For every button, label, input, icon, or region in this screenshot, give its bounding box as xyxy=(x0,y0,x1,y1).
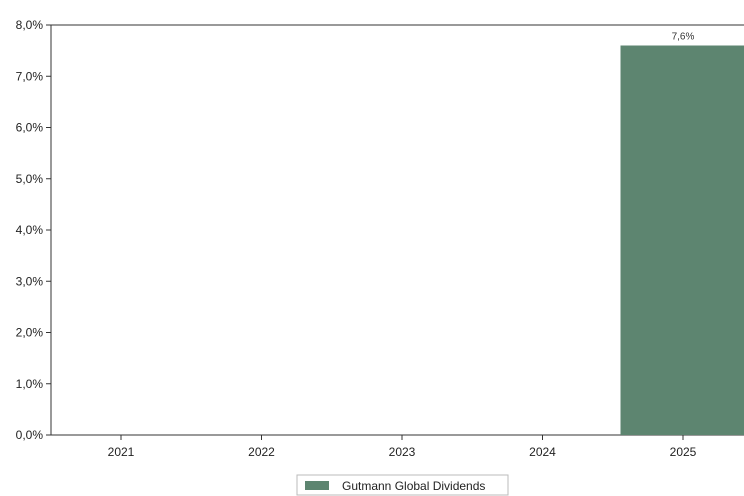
x-tick-label: 2023 xyxy=(389,445,416,459)
y-tick-label: 5,0% xyxy=(16,172,44,186)
legend: Gutmann Global Dividends xyxy=(296,474,509,496)
y-tick-label: 4,0% xyxy=(16,223,44,237)
legend-box xyxy=(296,474,509,496)
bar-data-label: 7,6% xyxy=(672,32,695,43)
x-axis: 2021 2022 2023 2024 2025 xyxy=(51,434,744,459)
y-tick-label: 3,0% xyxy=(16,274,44,288)
legend-label: Gutmann Global Dividends xyxy=(342,479,485,493)
y-tick-label: 8,0% xyxy=(16,18,44,32)
bars xyxy=(620,45,744,435)
y-tick-label: 1,0% xyxy=(16,377,44,391)
y-tick-label: 0,0% xyxy=(16,428,44,442)
x-tick-label: 2022 xyxy=(248,445,275,459)
x-tick-label: 2024 xyxy=(529,445,556,459)
y-tick-label: 2,0% xyxy=(16,326,44,340)
bar xyxy=(620,45,744,435)
y-tick-label: 6,0% xyxy=(16,121,44,135)
data-labels: 7,6% xyxy=(672,32,695,43)
y-tick-label: 7,0% xyxy=(16,69,44,83)
x-tick-label: 2021 xyxy=(108,445,135,459)
x-tick-label: 2025 xyxy=(670,445,697,459)
y-axis: 0,0% 1,0% 2,0% 3,0% 4,0% 5,0% 6,0% 7,0% 8,0% xyxy=(16,18,51,442)
legend-swatch xyxy=(305,481,329,490)
